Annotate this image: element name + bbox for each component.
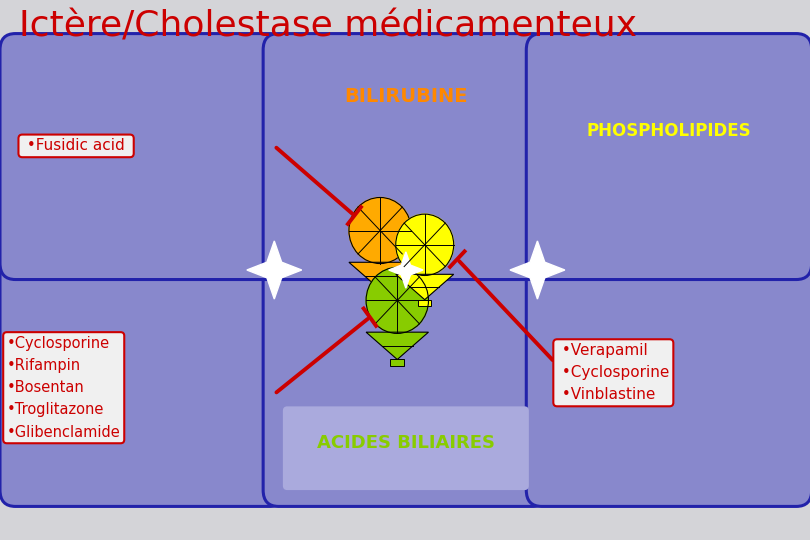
Polygon shape bbox=[247, 241, 301, 299]
FancyBboxPatch shape bbox=[263, 33, 548, 280]
Bar bbox=[390, 360, 404, 366]
Polygon shape bbox=[510, 241, 565, 299]
Polygon shape bbox=[396, 274, 454, 300]
FancyBboxPatch shape bbox=[526, 33, 810, 280]
Text: BILIRUBINE: BILIRUBINE bbox=[344, 87, 467, 106]
Bar bbox=[373, 289, 387, 296]
Text: PHOSPHOLIPIDES: PHOSPHOLIPIDES bbox=[586, 122, 752, 140]
Text: ACIDES BILIAIRES: ACIDES BILIAIRES bbox=[317, 434, 495, 452]
FancyBboxPatch shape bbox=[526, 260, 810, 507]
FancyBboxPatch shape bbox=[263, 260, 548, 507]
Circle shape bbox=[349, 198, 411, 264]
Text: Ictère/Cholestase médicamenteux: Ictère/Cholestase médicamenteux bbox=[19, 9, 637, 43]
Polygon shape bbox=[349, 262, 411, 289]
FancyBboxPatch shape bbox=[283, 407, 529, 490]
Text: •Verapamil
 •Cyclosporine
 •Vinblastine: •Verapamil •Cyclosporine •Vinblastine bbox=[557, 343, 670, 402]
Circle shape bbox=[396, 214, 454, 275]
Polygon shape bbox=[366, 332, 428, 360]
FancyBboxPatch shape bbox=[0, 260, 285, 507]
FancyBboxPatch shape bbox=[0, 33, 285, 280]
Circle shape bbox=[366, 267, 428, 333]
Bar bbox=[418, 300, 431, 306]
Polygon shape bbox=[389, 252, 423, 288]
Text: •Fusidic acid: •Fusidic acid bbox=[23, 138, 130, 153]
Text: •Cyclosporine
•Rifampin
•Bosentan
•Troglitazone
•Glibenclamide: •Cyclosporine •Rifampin •Bosentan •Trogl… bbox=[6, 336, 121, 440]
